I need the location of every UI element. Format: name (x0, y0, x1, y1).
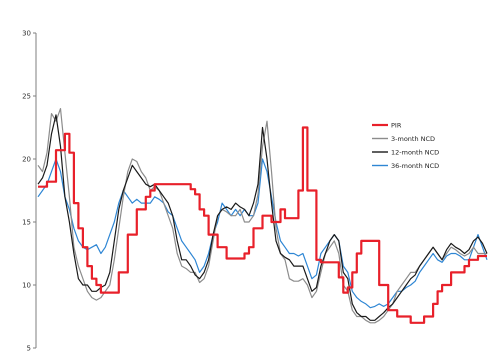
series-line-3-month-ncd (37, 108, 487, 324)
legend-label: PIR (391, 121, 402, 129)
plot-area (37, 108, 488, 324)
series-line-36-month-ncd (37, 158, 488, 309)
legend-label: 3-month NCD (391, 135, 435, 143)
legend-label: 12-month NCD (391, 148, 439, 156)
y-tick-label: 5 (27, 345, 31, 353)
series-line-pir (38, 126, 487, 324)
series-line-12-month-ncd (37, 114, 488, 321)
y-tick-label: 10 (22, 282, 31, 290)
y-axis-ticks: 5 10 15 20 25 30 (22, 30, 36, 353)
y-tick-label: 25 (22, 93, 31, 101)
y-tick-label: 30 (22, 30, 31, 38)
y-tick-label: 15 (22, 219, 31, 227)
legend: PIR 3-month NCD 12-month NCD 36-month NCD (372, 121, 439, 170)
y-tick-label: 20 (22, 156, 31, 164)
legend-label: 36-month NCD (391, 162, 439, 170)
